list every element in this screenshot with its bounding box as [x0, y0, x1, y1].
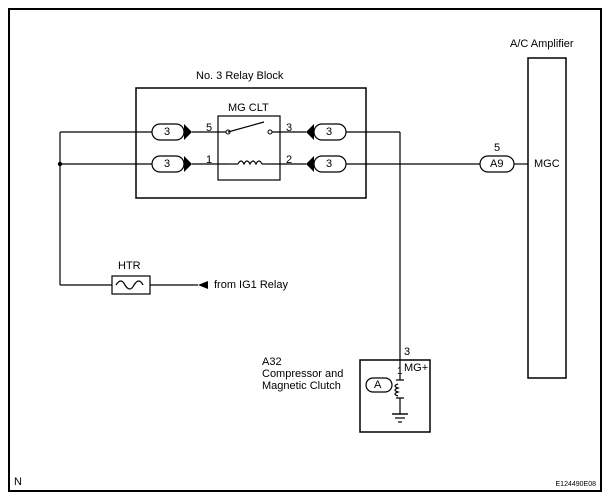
diagram-id-label: E124490E08 [556, 481, 596, 488]
relay-block-label: No. 3 Relay Block [196, 70, 283, 82]
pin-1-label: 1 [206, 154, 212, 166]
pin-5-label: 5 [206, 122, 212, 134]
terminal-a-label: A [374, 379, 381, 391]
mg-plus-3-label: 3 [404, 346, 410, 358]
pin-3-right-label: 3 [286, 122, 292, 134]
mg-clt-label: MG CLT [228, 102, 269, 114]
ac-amplifier-label: A/C Amplifier [510, 38, 574, 50]
compressor-label: A32 Compressor and Magnetic Clutch [262, 356, 343, 392]
htr-label: HTR [118, 260, 141, 272]
terminal-3-bottom-right: 3 [326, 158, 332, 170]
from-ig1-label: from IG1 Relay [214, 279, 288, 291]
terminal-3-top-left: 3 [164, 126, 170, 138]
mg-plus-label: MG+ [404, 362, 428, 374]
terminal-3-bottom-left: 3 [164, 158, 170, 170]
n-label: N [14, 476, 22, 488]
wiring-svg [0, 0, 610, 500]
pin-2-label: 2 [286, 154, 292, 166]
mg-plus-1-label: 1 [397, 366, 403, 377]
mgc-label: MGC [534, 158, 560, 170]
a9-pin5-label: 5 [494, 142, 500, 154]
terminal-3-top-right: 3 [326, 126, 332, 138]
a9-label: A9 [490, 158, 503, 170]
